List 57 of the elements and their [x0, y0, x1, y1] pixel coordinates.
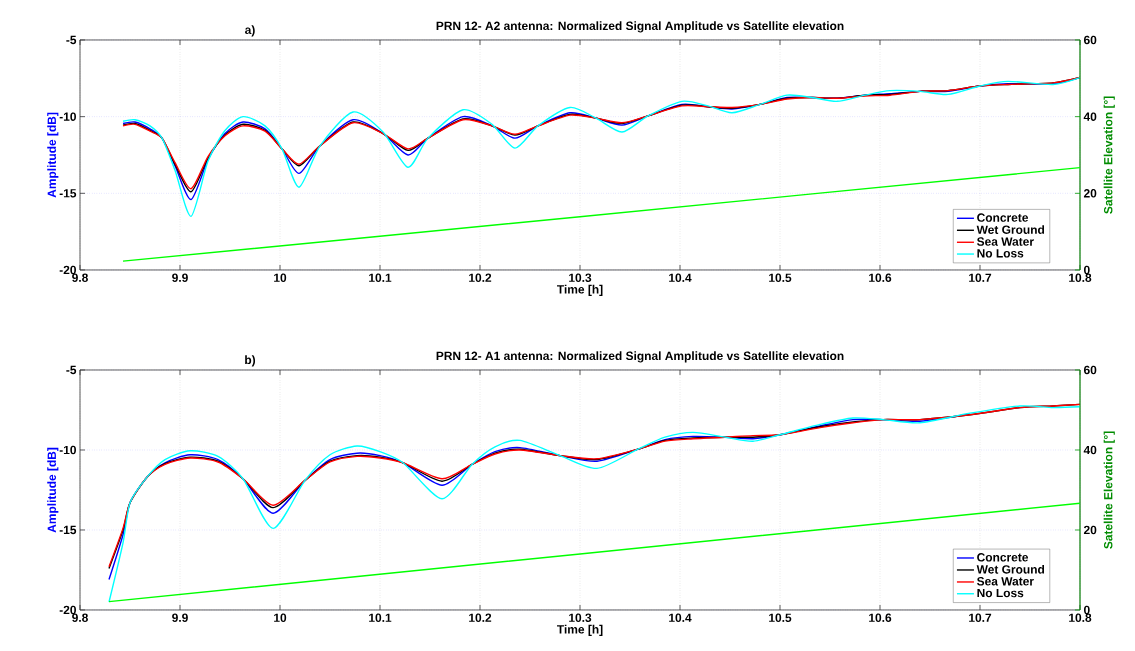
legend-label: Wet Ground: [976, 225, 1045, 234]
y-tick-label: -5: [66, 365, 77, 375]
legend-label: Concrete: [977, 213, 1029, 222]
y2-tick-label: 20: [1083, 525, 1097, 535]
x-tick-label: 10.8: [1069, 273, 1092, 282]
x-tick-label: 9.9: [172, 613, 188, 622]
x-tick-label: 10.3: [569, 273, 592, 282]
x-tick-label: 10.1: [369, 613, 392, 622]
x-tick-label: 10.5: [769, 613, 792, 622]
legend-label: Sea Water: [976, 237, 1034, 246]
x-tick-label: 10.1: [369, 273, 392, 282]
x-tick-label: 10: [274, 613, 287, 622]
x-tick-label: 10.7: [969, 273, 992, 282]
x-tick-label: 10.2: [469, 613, 492, 622]
y2-tick-label: 20: [1083, 189, 1097, 198]
chart-title: PRN 12- A2 antenna: Normalized Signal Amplitude vs Satellite elevation: [436, 21, 844, 33]
x-tick-label: 10.2: [469, 273, 492, 282]
x-tick-label: 10.6: [869, 613, 892, 622]
legend-label: No Loss: [977, 249, 1024, 258]
x-tick-label: 10.8: [1069, 613, 1092, 622]
x-tick-label: 9.9: [172, 273, 188, 282]
chart-title: PRN 12- A1 antenna: Normalized Signal Amplitude vs Satellite elevation: [436, 351, 844, 363]
x-tick-label: 9.8: [72, 613, 88, 622]
y-tick-label: -10: [59, 445, 76, 455]
y2-axis-title: Satellite Elevation [°]: [1103, 431, 1115, 549]
y2-tick-label: 40: [1083, 445, 1097, 455]
y2-tick-label: 40: [1083, 112, 1097, 121]
x-axis-title: Time [h]: [557, 284, 603, 296]
y-tick-label: -15: [59, 189, 77, 198]
x-tick-label: 10.4: [669, 273, 692, 282]
x-axis-title: Time [h]: [557, 624, 603, 636]
x-tick-label: 10.4: [669, 613, 692, 622]
x-tick-label: 9.8: [72, 273, 88, 282]
x-tick-label: 10.3: [569, 613, 592, 622]
legend-label: Concrete: [977, 553, 1029, 562]
y-tick-label: -10: [59, 112, 76, 121]
legend-label: Sea Water: [976, 577, 1034, 586]
text: b): [245, 355, 256, 367]
y-axis-title: Amplitude [dB]: [47, 112, 59, 198]
x-tick-label: 10: [274, 273, 287, 282]
y-tick-label: -5: [66, 35, 77, 45]
x-tick-label: 10.5: [769, 273, 792, 282]
x-tick-label: 10.7: [969, 613, 992, 622]
y-tick-label: -15: [59, 525, 77, 535]
line-series: [108, 405, 1080, 603]
y-axis-title: Amplitude [dB]: [47, 447, 59, 533]
text: a): [245, 25, 255, 37]
y2-tick-label: 60: [1083, 35, 1097, 45]
y2-tick-label: 60: [1083, 365, 1097, 375]
y2-tick-label: 0: [1083, 605, 1090, 615]
y-tick-label: -20: [59, 265, 76, 275]
legend-label: No Loss: [977, 588, 1024, 598]
legend-label: Wet Ground: [976, 564, 1045, 574]
x-tick-label: 10.6: [869, 273, 892, 282]
y-tick-label: -20: [59, 605, 76, 615]
y2-tick-label: 0: [1083, 265, 1090, 275]
y2-axis-title: Satellite Elevation [°]: [1103, 96, 1115, 214]
